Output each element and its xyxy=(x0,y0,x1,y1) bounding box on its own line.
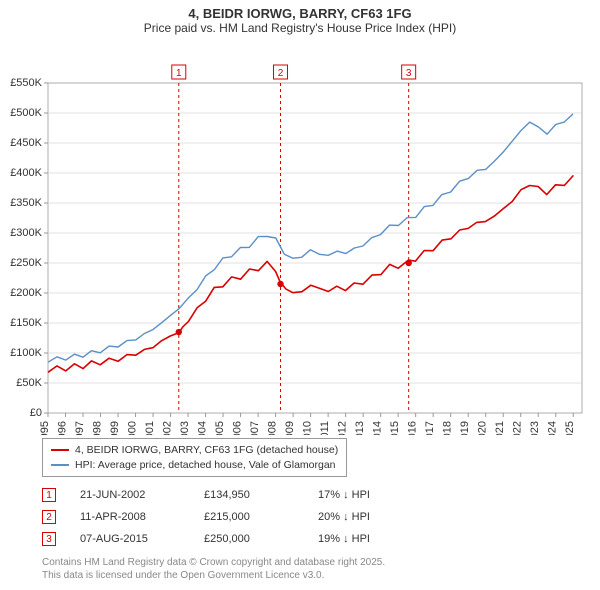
footnote-line1: Contains HM Land Registry data © Crown c… xyxy=(42,556,385,569)
sale-date: 11-APR-2008 xyxy=(80,511,180,523)
price-chart: £0 £50K £100K £150K £200K £250K £300K £350K £400… xyxy=(0,35,600,435)
svg-text:2004: 2004 xyxy=(197,421,209,435)
svg-text:£50K: £50K xyxy=(16,377,42,389)
legend-label: 4, BEIDR IORWG, BARRY, CF63 1FG (detache… xyxy=(75,443,338,458)
svg-text:£100K: £100K xyxy=(10,347,42,359)
svg-text:2023: 2023 xyxy=(529,421,541,435)
svg-text:1995: 1995 xyxy=(39,421,51,435)
svg-text:3: 3 xyxy=(406,68,412,79)
sale-marker-icon: 1 xyxy=(42,488,56,502)
svg-text:2020: 2020 xyxy=(477,421,489,435)
svg-text:2001: 2001 xyxy=(144,421,156,435)
svg-text:1: 1 xyxy=(176,68,182,79)
legend-item-property: 4, BEIDR IORWG, BARRY, CF63 1FG (detache… xyxy=(51,443,338,458)
svg-text:2008: 2008 xyxy=(267,421,279,435)
svg-text:2011: 2011 xyxy=(319,421,331,435)
sale-price: £215,000 xyxy=(204,511,294,523)
footnote-line2: This data is licensed under the Open Gov… xyxy=(42,569,385,582)
svg-text:£0: £0 xyxy=(30,407,42,419)
svg-text:2009: 2009 xyxy=(284,421,296,435)
sale-price: £250,000 xyxy=(204,533,294,545)
sale-marker-icon: 2 xyxy=(42,510,56,524)
svg-text:2007: 2007 xyxy=(249,421,261,435)
svg-text:2015: 2015 xyxy=(389,421,401,435)
legend-label: HPI: Average price, detached house, Vale… xyxy=(75,458,336,473)
svg-text:£500K: £500K xyxy=(10,107,42,119)
sale-delta: 20% ↓ HPI xyxy=(318,511,370,523)
chart-title-1: 4, BEIDR IORWG, BARRY, CF63 1FG xyxy=(0,6,600,21)
svg-text:£200K: £200K xyxy=(10,287,42,299)
sales-row: 2 11-APR-2008 £215,000 20% ↓ HPI xyxy=(42,506,370,528)
sale-marker-icon: 3 xyxy=(42,532,56,546)
svg-text:£150K: £150K xyxy=(10,317,42,329)
svg-text:2: 2 xyxy=(278,68,284,79)
svg-text:£250K: £250K xyxy=(10,257,42,269)
svg-text:2021: 2021 xyxy=(494,421,506,435)
sale-delta: 17% ↓ HPI xyxy=(318,489,370,501)
svg-text:2010: 2010 xyxy=(302,421,314,435)
svg-text:2002: 2002 xyxy=(162,421,174,435)
svg-text:2018: 2018 xyxy=(442,421,454,435)
sale-date: 21-JUN-2002 xyxy=(80,489,180,501)
svg-text:£400K: £400K xyxy=(10,167,42,179)
svg-text:£450K: £450K xyxy=(10,137,42,149)
svg-text:2017: 2017 xyxy=(424,421,436,435)
sales-row: 3 07-AUG-2015 £250,000 19% ↓ HPI xyxy=(42,528,370,550)
svg-text:2003: 2003 xyxy=(179,421,191,435)
svg-text:2014: 2014 xyxy=(372,421,384,435)
svg-text:£300K: £300K xyxy=(10,227,42,239)
sale-date: 07-AUG-2015 xyxy=(80,533,180,545)
svg-text:2000: 2000 xyxy=(127,421,139,435)
footnote: Contains HM Land Registry data © Crown c… xyxy=(42,556,385,582)
sale-delta: 19% ↓ HPI xyxy=(318,533,370,545)
svg-text:2022: 2022 xyxy=(512,421,524,435)
svg-text:2019: 2019 xyxy=(459,421,471,435)
legend: 4, BEIDR IORWG, BARRY, CF63 1FG (detache… xyxy=(42,438,347,477)
svg-text:£550K: £550K xyxy=(10,77,42,89)
legend-item-hpi: HPI: Average price, detached house, Vale… xyxy=(51,458,338,473)
sales-table: 1 21-JUN-2002 £134,950 17% ↓ HPI 2 11-APR-200… xyxy=(42,484,370,550)
svg-text:1998: 1998 xyxy=(92,421,104,435)
chart-title-2: Price paid vs. HM Land Registry's House … xyxy=(0,21,600,35)
sale-price: £134,950 xyxy=(204,489,294,501)
svg-text:2012: 2012 xyxy=(337,421,349,435)
svg-text:2016: 2016 xyxy=(407,421,419,435)
svg-text:2025: 2025 xyxy=(564,421,576,435)
svg-text:2005: 2005 xyxy=(214,421,226,435)
svg-text:2024: 2024 xyxy=(547,421,559,435)
svg-text:2006: 2006 xyxy=(232,421,244,435)
svg-text:£350K: £350K xyxy=(10,197,42,209)
svg-text:2013: 2013 xyxy=(354,421,366,435)
svg-text:1999: 1999 xyxy=(109,421,121,435)
svg-text:1996: 1996 xyxy=(57,421,69,435)
svg-text:1997: 1997 xyxy=(74,421,86,435)
sales-row: 1 21-JUN-2002 £134,950 17% ↓ HPI xyxy=(42,484,370,506)
